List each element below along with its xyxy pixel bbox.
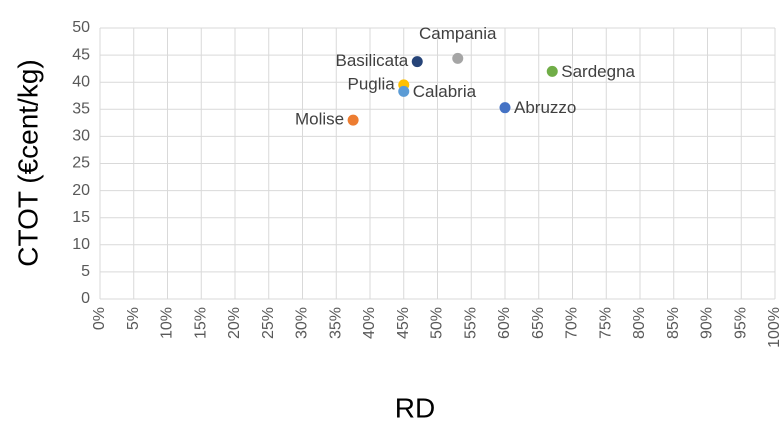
- y-tick-label: 5: [81, 263, 90, 280]
- point: [347, 114, 359, 126]
- point-label: Sardegna: [561, 62, 635, 81]
- point-label: Molise: [295, 110, 344, 129]
- point: [398, 85, 410, 97]
- y-axis-title: CTOT (€cent/kg): [12, 59, 43, 266]
- point-label: Abruzzo: [514, 98, 576, 117]
- x-tick-label: 35%: [327, 307, 344, 339]
- point-label: Campania: [419, 24, 497, 43]
- y-tick-label: 0: [81, 290, 90, 307]
- x-tick-label: 0%: [91, 307, 108, 330]
- x-tick-label: 60%: [496, 307, 513, 339]
- x-tick-label: 10%: [159, 307, 176, 339]
- x-tick-label: 80%: [631, 307, 648, 339]
- y-tick-label: 15: [72, 209, 90, 226]
- point: [411, 56, 423, 68]
- y-tick-label: 25: [72, 155, 90, 172]
- y-tick-label: 30: [72, 128, 90, 145]
- x-axis-title: RD: [395, 392, 435, 423]
- y-tick-label: 20: [72, 182, 90, 199]
- x-tick-label: 75%: [597, 307, 614, 339]
- point: [499, 102, 511, 114]
- x-tick-label: 70%: [564, 307, 581, 339]
- x-tick-label: 50%: [429, 307, 446, 339]
- x-tick-label: 30%: [294, 307, 311, 339]
- point-label: Basilicata: [335, 51, 408, 70]
- y-tick-label: 10: [72, 236, 90, 253]
- x-tick-label: 40%: [361, 307, 378, 339]
- y-tick-label: 45: [72, 46, 90, 63]
- x-tick-label: 25%: [260, 307, 277, 339]
- point-label: Puglia: [347, 74, 395, 93]
- x-tick-label: 20%: [226, 307, 243, 339]
- y-tick-label: 50: [72, 19, 90, 36]
- x-tick-label: 15%: [192, 307, 209, 339]
- y-tick-label: 40: [72, 73, 90, 90]
- x-tick-label: 55%: [462, 307, 479, 339]
- point: [546, 65, 558, 77]
- x-tick-label: 85%: [665, 307, 682, 339]
- point-label: Calabria: [413, 82, 477, 101]
- point: [452, 52, 464, 64]
- x-tick-label: 65%: [530, 307, 547, 339]
- x-tick-label: 95%: [732, 307, 749, 339]
- x-tick-label: 5%: [125, 307, 142, 330]
- x-tick-label: 100%: [766, 307, 783, 348]
- y-tick-label: 35: [72, 101, 90, 118]
- x-tick-label: 45%: [395, 307, 412, 339]
- x-tick-label: 90%: [699, 307, 716, 339]
